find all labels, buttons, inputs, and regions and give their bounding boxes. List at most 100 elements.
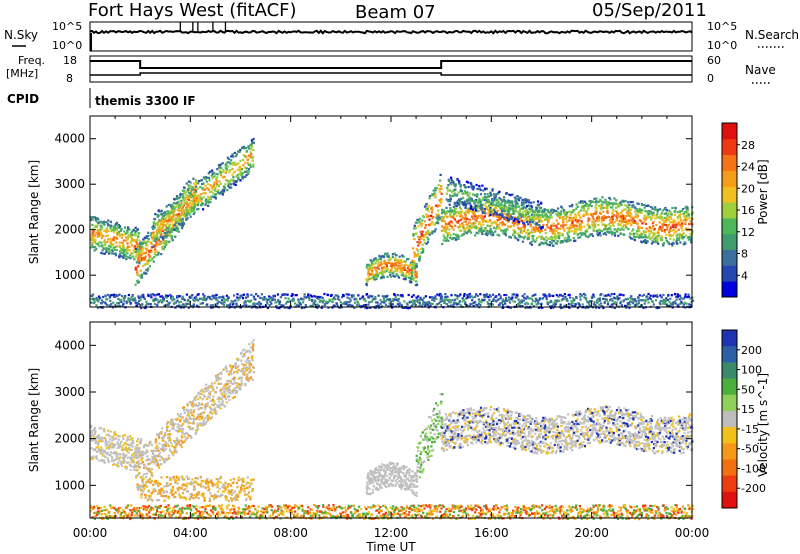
power-cell [184,304,187,307]
power-cell [543,293,546,296]
power-cell [250,144,253,147]
power-cell [287,306,290,309]
power-cell [628,207,631,210]
power-cell [136,271,139,274]
power-cell [173,202,176,205]
power-cell [655,223,658,226]
power-cell [109,246,112,249]
power-cell [374,301,378,304]
power-cell [136,259,140,262]
power-cell [488,204,491,208]
power-cell [126,252,129,255]
power-cell [474,222,477,225]
power-cell [189,181,192,184]
power-cell [492,214,495,217]
power-cell [640,299,643,302]
power-cell [445,239,448,242]
power-cell [316,306,319,309]
power-cell [346,296,349,299]
power-cell [224,183,227,186]
power-cell [612,224,615,227]
power-cell [132,249,135,252]
power-cell [567,302,570,305]
power-cell [173,228,176,231]
power-cell [548,237,552,240]
power-cell [603,294,606,297]
power-cell [509,207,512,210]
power-cell [613,234,617,237]
power-cell [137,295,140,298]
power-cell [185,208,188,211]
power-cell [455,233,458,236]
power-cell [634,300,637,303]
power-cell [634,215,637,218]
power-cell [685,234,688,237]
power-cell [206,303,209,306]
power-cell [445,198,448,201]
power-cell [159,295,162,298]
power-cell [169,297,173,300]
power-cell [159,231,162,234]
power-cell [385,262,388,265]
power-cell [511,216,514,219]
power-cell [572,297,575,300]
power-cell [630,233,633,236]
power-cell [633,236,636,239]
power-cell [676,215,679,219]
power-cell [483,207,486,211]
power-cell [218,169,221,172]
power-cell [249,148,252,151]
power-cell [523,210,527,213]
power-cell [628,208,631,212]
power-cell [678,215,681,218]
power-cell [442,209,446,212]
power-cell [218,166,221,169]
power-cell [505,192,508,195]
power-cell [596,297,599,301]
power-cell [241,177,244,180]
power-cell [266,306,269,310]
power-cell [107,224,110,227]
power-cell [487,230,490,233]
power-cell [575,230,578,233]
power-cell [449,304,452,307]
power-cell [478,187,481,190]
power-cell [202,196,205,199]
power-cell [555,219,558,222]
power-cell [186,201,189,204]
power-cell [257,303,260,306]
power-cell [454,298,457,301]
power-cell [670,213,673,216]
power-cell [532,239,535,242]
power-cell [196,304,199,307]
power-cell [532,234,535,237]
power-cell [683,215,686,218]
power-cell [224,163,227,166]
power-cell [153,250,156,253]
power-cell [611,220,614,224]
power-cell [620,213,624,216]
power-cell [99,224,102,227]
power-cell [212,175,215,178]
power-cell [689,220,692,223]
power-cell [245,149,249,153]
power-cell [147,294,150,297]
power-cell [615,229,618,232]
power-cell [527,223,530,226]
power-cell [513,230,517,233]
power-cell [509,215,512,218]
power-cell [99,228,102,231]
power-cell [92,246,95,249]
power-cell [413,251,416,254]
power-cell [242,158,245,162]
power-cell [544,231,547,235]
power-cell [625,214,628,217]
power-cell [474,215,477,218]
power-cell [457,200,460,203]
power-cell [114,252,117,255]
power-cell [352,294,355,297]
power-cell [412,278,415,281]
power-cell [356,304,359,307]
power-cell [621,199,624,202]
